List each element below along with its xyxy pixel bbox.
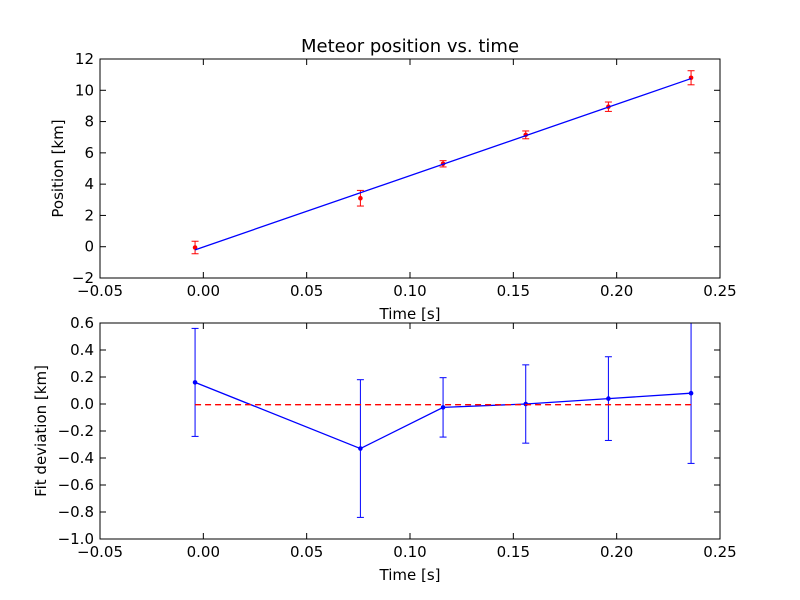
y-tick-label: 2 <box>84 206 94 224</box>
x-tick-label: 0.20 <box>600 543 633 561</box>
y-tick-label: −0.8 <box>58 503 94 521</box>
y-tick-label: −0.2 <box>58 422 94 440</box>
x-tick-label: −0.05 <box>77 282 123 300</box>
x-tick-label: 0.15 <box>497 543 530 561</box>
x-tick-label: 0.05 <box>290 282 323 300</box>
y-tick-label: 0.6 <box>70 314 94 332</box>
deviation-panel: −0.05 0.00 0.05 0.10 0.15 0.20 0.25 −1.0 −0.8 −0.… <box>32 314 737 584</box>
y-tick-label: 12 <box>75 50 94 68</box>
x-tick-label: 0.25 <box>703 543 736 561</box>
y-tick-label: −0.4 <box>58 449 94 467</box>
data-point <box>606 396 611 401</box>
data-point <box>440 405 446 410</box>
x-tick-label: 0.15 <box>497 282 530 300</box>
y-tick-label: 0 <box>84 238 94 256</box>
x-axis-label: Time [s] <box>379 566 441 584</box>
plot-frame <box>99 58 721 279</box>
data-point <box>192 380 198 385</box>
y-axis-label: Fit deviation [km] <box>32 365 50 497</box>
data-point <box>192 245 198 250</box>
y-tick-label: −1.0 <box>58 530 94 548</box>
x-tick-label: 0.10 <box>393 543 426 561</box>
y-tick-label: 6 <box>84 144 94 162</box>
y-tick-label: 0.0 <box>70 395 94 413</box>
data-point <box>688 390 694 396</box>
x-axis-label: Time [s] <box>379 305 441 323</box>
y-axis-label: Position [km] <box>49 119 67 217</box>
data-point <box>523 401 529 407</box>
series-line <box>194 381 692 450</box>
data-point <box>358 446 363 451</box>
series-line <box>194 77 692 251</box>
x-tick-label: 0.05 <box>290 543 323 561</box>
y-tick-label: −2 <box>72 269 94 287</box>
plot-frame <box>99 322 721 540</box>
position-panel: Meteor position vs. time −0.05 0.00 0.05 0.… <box>49 36 737 323</box>
y-tick-label: 0.4 <box>70 341 94 359</box>
y-tick-label: −0.6 <box>58 476 94 494</box>
chart-title: Meteor position vs. time <box>301 36 519 57</box>
x-tick-label: 0.00 <box>187 543 220 561</box>
y-tick-label: 0.2 <box>70 368 94 386</box>
y-tick-label: 10 <box>75 81 94 99</box>
x-tick-label: −0.05 <box>77 543 123 561</box>
y-tick-label: 4 <box>84 175 94 193</box>
y-tick-label: 8 <box>84 113 94 131</box>
data-point <box>358 195 363 201</box>
x-tick-label: 0.00 <box>187 282 220 300</box>
x-tick-label: 0.25 <box>703 282 736 300</box>
x-tick-label: 0.20 <box>600 282 633 300</box>
x-tick-label: 0.10 <box>393 282 426 300</box>
